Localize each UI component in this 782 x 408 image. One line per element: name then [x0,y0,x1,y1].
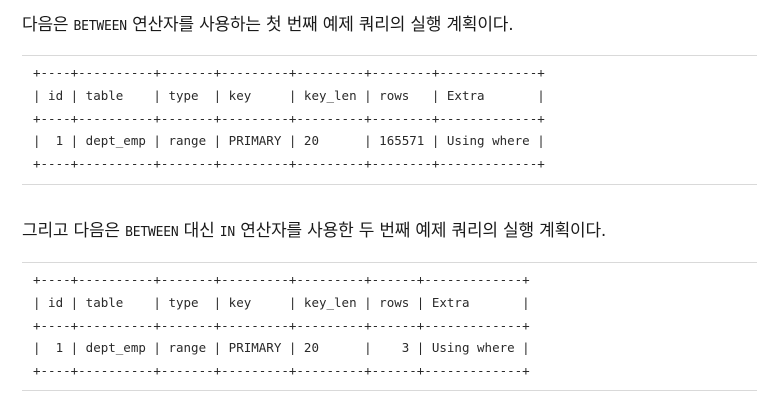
section1-intro-before: 다음은 [22,15,74,35]
section2-intro-keyword: BETWEEN [125,225,179,240]
section2-intro-middle: 대신 [178,221,220,241]
section1-bottom-divider [22,184,757,185]
section2-top-divider [22,262,757,263]
plan-header-row: | id | table | type | key | key_len | ro… [33,87,545,103]
plan-header-row: | id | table | type | key | key_len | ro… [33,294,530,310]
plan-border-line: +----+----------+-------+---------+-----… [33,363,530,379]
plan-data-row: | 1 | dept_emp | range | PRIMARY | 20 | … [33,133,545,149]
section2-intro: 그리고 다음은 BETWEEN 대신 IN 연산자를 사용한 두 번째 예제 쿼… [22,216,606,241]
section2-bottom-divider [22,390,757,391]
plan-border-line: +----+----------+-------+---------+-----… [33,110,545,126]
section1-intro-after: 연산자를 사용하는 첫 번째 예제 쿼리의 실행 계획이다. [126,15,514,35]
section2-intro-before: 그리고 다음은 [22,221,126,241]
section2-intro-keyword2: IN [219,225,236,240]
section1-intro-keyword: BETWEEN [73,19,128,34]
section1-top-divider [22,55,757,56]
plan-border-line: +----+----------+-------+---------+-----… [33,272,530,287]
plan-border-line: +----+----------+-------+---------+-----… [33,317,530,333]
section1-plan-block: +----+----------+-------+---------+-----… [33,62,545,176]
plan-border-line: +----+----------+-------+---------+-----… [33,65,545,80]
plan-border-line: +----+----------+-------+---------+-----… [33,156,545,172]
section2-intro-after: 연산자를 사용한 두 번째 예제 쿼리의 실행 계획이다. [235,221,607,241]
plan-data-row: | 1 | dept_emp | range | PRIMARY | 20 | … [33,340,530,356]
section1-intro: 다음은 BETWEEN 연산자를 사용하는 첫 번째 예제 쿼리의 실행 계획이… [22,10,514,35]
section2-plan-block: +----+----------+-------+---------+-----… [33,269,530,383]
